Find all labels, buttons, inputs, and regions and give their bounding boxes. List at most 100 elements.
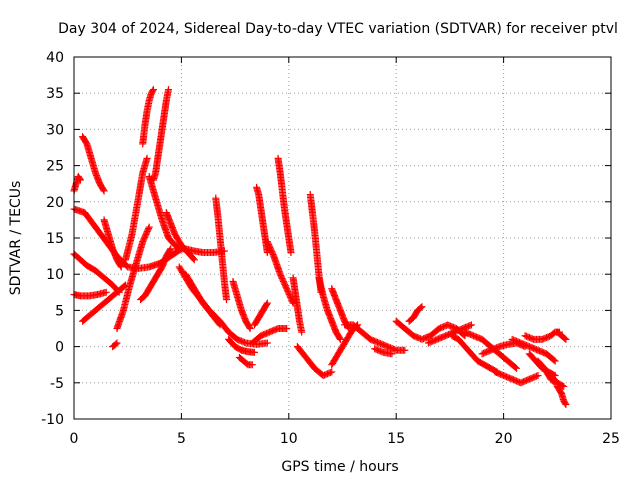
series-arc-14 xyxy=(145,172,185,253)
series-arc-38 xyxy=(424,321,475,347)
data-point xyxy=(418,303,426,311)
data-point xyxy=(143,154,151,162)
data-point xyxy=(326,369,334,377)
data-point xyxy=(189,255,197,263)
data-point xyxy=(190,256,198,264)
data-point xyxy=(336,334,344,342)
data-point xyxy=(215,320,223,328)
data-point xyxy=(245,323,253,331)
series-arc-37 xyxy=(405,303,426,325)
data-point xyxy=(113,339,121,347)
data-point xyxy=(102,288,110,296)
data-point xyxy=(512,364,520,372)
data-point xyxy=(562,401,570,409)
data-point xyxy=(145,225,153,233)
series-arc-18 xyxy=(182,270,224,329)
data-point xyxy=(511,363,519,371)
series-arc-22 xyxy=(235,353,256,369)
x-axis-label: GPS time / hours xyxy=(281,459,398,475)
y-tick-label: 0 xyxy=(55,340,64,356)
data-point xyxy=(467,321,475,329)
series-arc-46 xyxy=(534,357,568,390)
data-point xyxy=(283,325,291,332)
data-point xyxy=(561,399,569,407)
data-point xyxy=(328,368,336,376)
data-point xyxy=(561,334,569,342)
series-arc-26 xyxy=(263,238,297,307)
x-tick-label: 15 xyxy=(387,431,405,447)
series-arc-09 xyxy=(113,223,153,332)
series-arc-27 xyxy=(274,154,295,256)
data-point xyxy=(167,245,175,253)
series-arc-30 xyxy=(306,191,325,296)
y-tick-label: 40 xyxy=(46,50,64,66)
series-arc-10 xyxy=(122,154,151,264)
y-tick-label: 5 xyxy=(55,303,64,319)
data-point xyxy=(550,356,558,364)
series-arc-21 xyxy=(229,277,254,332)
y-tick-label: 25 xyxy=(46,159,64,175)
y-tick-label: -5 xyxy=(50,376,64,392)
axis-ticks: -10 -5 0 5 10 15 20 25 30 35 40 0 5 10 15 20 25 xyxy=(41,50,620,447)
x-tick-label: 10 xyxy=(280,431,298,447)
y-tick-label: 35 xyxy=(46,86,64,102)
data-point xyxy=(216,321,224,329)
series-arc-07 xyxy=(100,216,125,271)
series-arc-23 xyxy=(248,325,291,347)
data-point xyxy=(165,86,173,94)
data-point xyxy=(250,348,258,356)
series-arc-42 xyxy=(491,368,542,387)
y-tick-label: 30 xyxy=(46,122,64,138)
data-point xyxy=(117,263,125,271)
data-point xyxy=(263,339,271,347)
data-point xyxy=(100,187,108,195)
data-point xyxy=(466,321,474,329)
data-point xyxy=(263,248,271,256)
data-point xyxy=(76,175,84,183)
data-point xyxy=(99,186,107,194)
series-arc-43 xyxy=(508,335,559,365)
data-point xyxy=(336,335,344,343)
series-arc-01 xyxy=(70,172,84,195)
data-point xyxy=(288,298,296,306)
data-point xyxy=(145,223,153,231)
data-point xyxy=(551,357,559,365)
data-point xyxy=(112,340,120,348)
series-arc-11 xyxy=(137,245,175,304)
data-point xyxy=(534,372,542,380)
data-point xyxy=(166,246,174,254)
data-point xyxy=(223,296,231,304)
data-marks xyxy=(70,86,570,409)
data-point xyxy=(248,361,256,369)
chart-title: Day 304 of 2024, Sidereal Day-to-day VTE… xyxy=(58,21,618,37)
data-point xyxy=(562,335,570,343)
data-point xyxy=(240,338,248,346)
y-tick-label: 10 xyxy=(46,267,64,283)
data-point xyxy=(401,346,409,354)
y-tick-label: 20 xyxy=(46,195,64,211)
series-arc-48 xyxy=(553,382,570,409)
x-tick-label: 20 xyxy=(495,431,513,447)
x-tick-label: 5 xyxy=(177,431,186,447)
series-arc-49 xyxy=(553,328,570,343)
data-point xyxy=(76,176,84,184)
plot-frame xyxy=(73,56,612,420)
series-arc-34 xyxy=(341,321,409,354)
series-arc-12 xyxy=(139,86,157,148)
data-point xyxy=(117,262,125,270)
series-arc-24 xyxy=(253,183,271,256)
data-point xyxy=(388,350,396,358)
data-point xyxy=(298,328,306,336)
data-point xyxy=(417,304,425,312)
data-point xyxy=(551,379,559,387)
series-arc-13 xyxy=(149,86,173,184)
y-tick-label: -10 xyxy=(41,412,64,428)
series-arc-47 xyxy=(543,368,559,387)
series-arc-31 xyxy=(315,274,344,343)
series-arc-04 xyxy=(70,288,110,300)
data-point xyxy=(149,87,157,95)
data-point xyxy=(263,300,271,308)
data-point xyxy=(149,86,157,94)
x-tick-label: 0 xyxy=(70,431,79,447)
series-arc-19 xyxy=(212,194,231,304)
